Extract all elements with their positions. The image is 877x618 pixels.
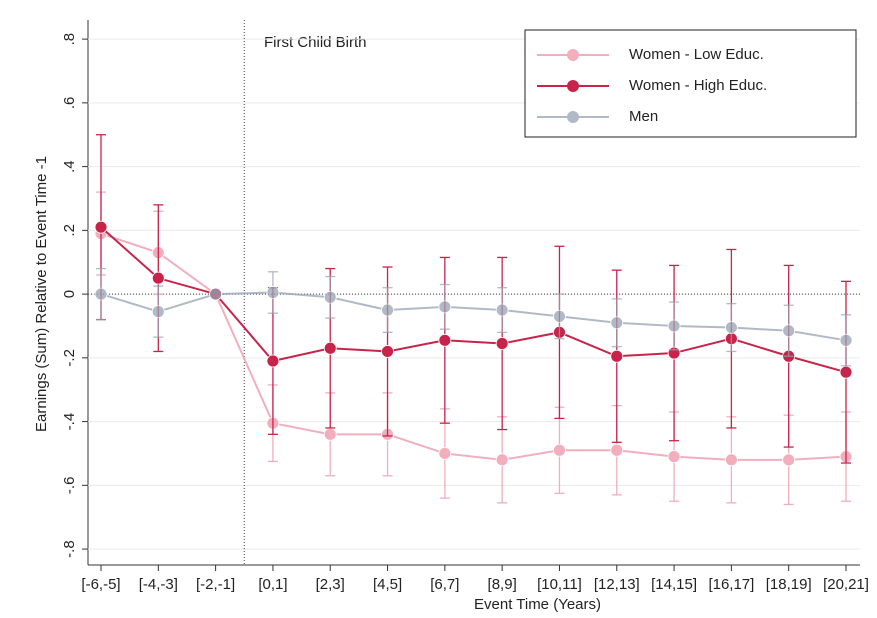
data-point: [839, 333, 853, 347]
x-tick-label: [2,3]: [316, 576, 345, 593]
legend-label: Women - Low Educ.: [629, 46, 764, 63]
y-tick-label: -.2: [61, 349, 78, 367]
legend-label: Women - High Educ.: [629, 77, 767, 94]
x-tick-label: [16,17]: [708, 576, 754, 593]
y-tick-label: -.6: [61, 477, 78, 495]
data-point: [610, 349, 624, 363]
x-tick-label: [4,5]: [373, 576, 402, 593]
x-tick-label: [8,9]: [488, 576, 517, 593]
y-tick-label: -.8: [61, 540, 78, 558]
data-point: [381, 345, 394, 358]
data-point: [839, 365, 853, 379]
data-point: [610, 316, 624, 330]
x-tick-label: [6,7]: [430, 576, 459, 593]
legend-label: Men: [629, 108, 658, 125]
x-tick-label: [12,13]: [594, 576, 640, 593]
x-tick-label: [20,21]: [823, 576, 869, 593]
annotation: First Child Birth: [264, 34, 367, 51]
series-line: [100, 226, 847, 374]
x-tick-label: [0,1]: [258, 576, 287, 593]
data-point: [782, 453, 796, 467]
series: [94, 267, 853, 367]
data-point: [610, 443, 624, 457]
legend-swatch: [567, 49, 579, 61]
legend-item: [537, 111, 609, 123]
y-tick-label: .2: [61, 224, 78, 237]
y-tick-label: -.4: [61, 413, 78, 431]
data-point: [323, 341, 337, 355]
x-tick-label: [-2,-1]: [196, 576, 235, 593]
data-point: [553, 310, 566, 323]
data-point: [266, 286, 280, 299]
data-point: [724, 453, 738, 467]
series-line: [100, 291, 847, 342]
series-line: [100, 232, 847, 461]
x-tick-label: [-6,-5]: [81, 576, 120, 593]
legend-box: [524, 29, 857, 138]
x-tick-label: [14,15]: [651, 576, 697, 593]
data-point: [667, 319, 681, 333]
data-point: [438, 447, 452, 460]
data-point: [553, 443, 566, 457]
data-point: [667, 450, 681, 464]
y-tick-label: .6: [61, 97, 78, 110]
data-point: [438, 333, 452, 347]
x-tick-label: [18,19]: [766, 576, 812, 593]
data-point: [209, 287, 223, 301]
legend-swatch: [567, 80, 579, 92]
data-point: [94, 287, 108, 301]
legend-item: [537, 80, 609, 92]
x-tick-label: [10,11]: [537, 576, 582, 593]
data-point: [323, 427, 337, 441]
data-point: [495, 303, 509, 317]
y-axis-label: Earnings (Sum) Relative to Event Time -1: [33, 156, 50, 432]
data-point: [495, 453, 509, 467]
data-point: [266, 354, 280, 368]
data-point: [495, 337, 509, 350]
x-tick-label: [-4,-3]: [139, 576, 178, 593]
data-point: [782, 324, 796, 338]
y-tick-label: .8: [61, 33, 78, 46]
data-point: [381, 303, 394, 317]
data-point: [438, 300, 452, 314]
legend-swatch: [567, 111, 579, 123]
legend-item: [537, 49, 609, 61]
data-point: [724, 321, 738, 334]
data-point: [151, 271, 165, 285]
y-tick-label: 0: [61, 290, 78, 298]
data-point: [151, 305, 165, 319]
data-point: [323, 290, 337, 304]
y-tick-label: .4: [61, 160, 78, 173]
data-point: [94, 220, 108, 234]
x-axis-label: Event Time (Years): [474, 596, 601, 613]
